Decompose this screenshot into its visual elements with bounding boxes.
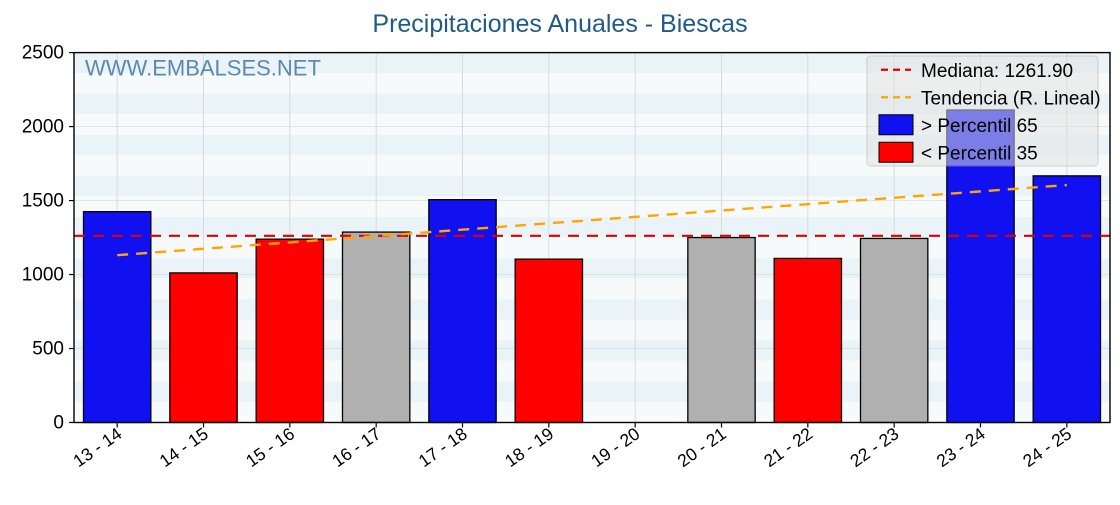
svg-text:Mediana: 1261.90: Mediana: 1261.90: [921, 61, 1073, 82]
svg-text:19 - 20: 19 - 20: [587, 423, 643, 471]
svg-text:WWW.EMBALSES.NET: WWW.EMBALSES.NET: [85, 56, 321, 81]
svg-text:18 - 19: 18 - 19: [501, 423, 557, 471]
svg-text:500: 500: [32, 339, 64, 360]
svg-text:17 - 18: 17 - 18: [415, 423, 471, 471]
svg-text:Tendencia (R. Lineal): Tendencia (R. Lineal): [921, 88, 1101, 109]
svg-text:23 - 24: 23 - 24: [933, 423, 989, 471]
svg-text:21 - 22: 21 - 22: [760, 423, 816, 471]
svg-text:13 - 14: 13 - 14: [69, 423, 125, 471]
svg-text:< Percentil 35: < Percentil 35: [921, 143, 1038, 164]
svg-text:22 - 23: 22 - 23: [846, 423, 902, 471]
svg-text:24 - 25: 24 - 25: [1019, 423, 1075, 471]
svg-text:2000: 2000: [22, 117, 64, 138]
svg-text:20 - 21: 20 - 21: [674, 423, 730, 471]
svg-text:15 - 16: 15 - 16: [242, 423, 298, 471]
svg-text:14 - 15: 14 - 15: [156, 423, 212, 471]
svg-text:> Percentil 65: > Percentil 65: [921, 116, 1038, 137]
svg-text:2500: 2500: [22, 43, 64, 64]
svg-text:1000: 1000: [22, 265, 64, 286]
svg-text:16 - 17: 16 - 17: [328, 423, 384, 471]
svg-text:1500: 1500: [22, 191, 64, 212]
svg-text:0: 0: [53, 413, 64, 434]
